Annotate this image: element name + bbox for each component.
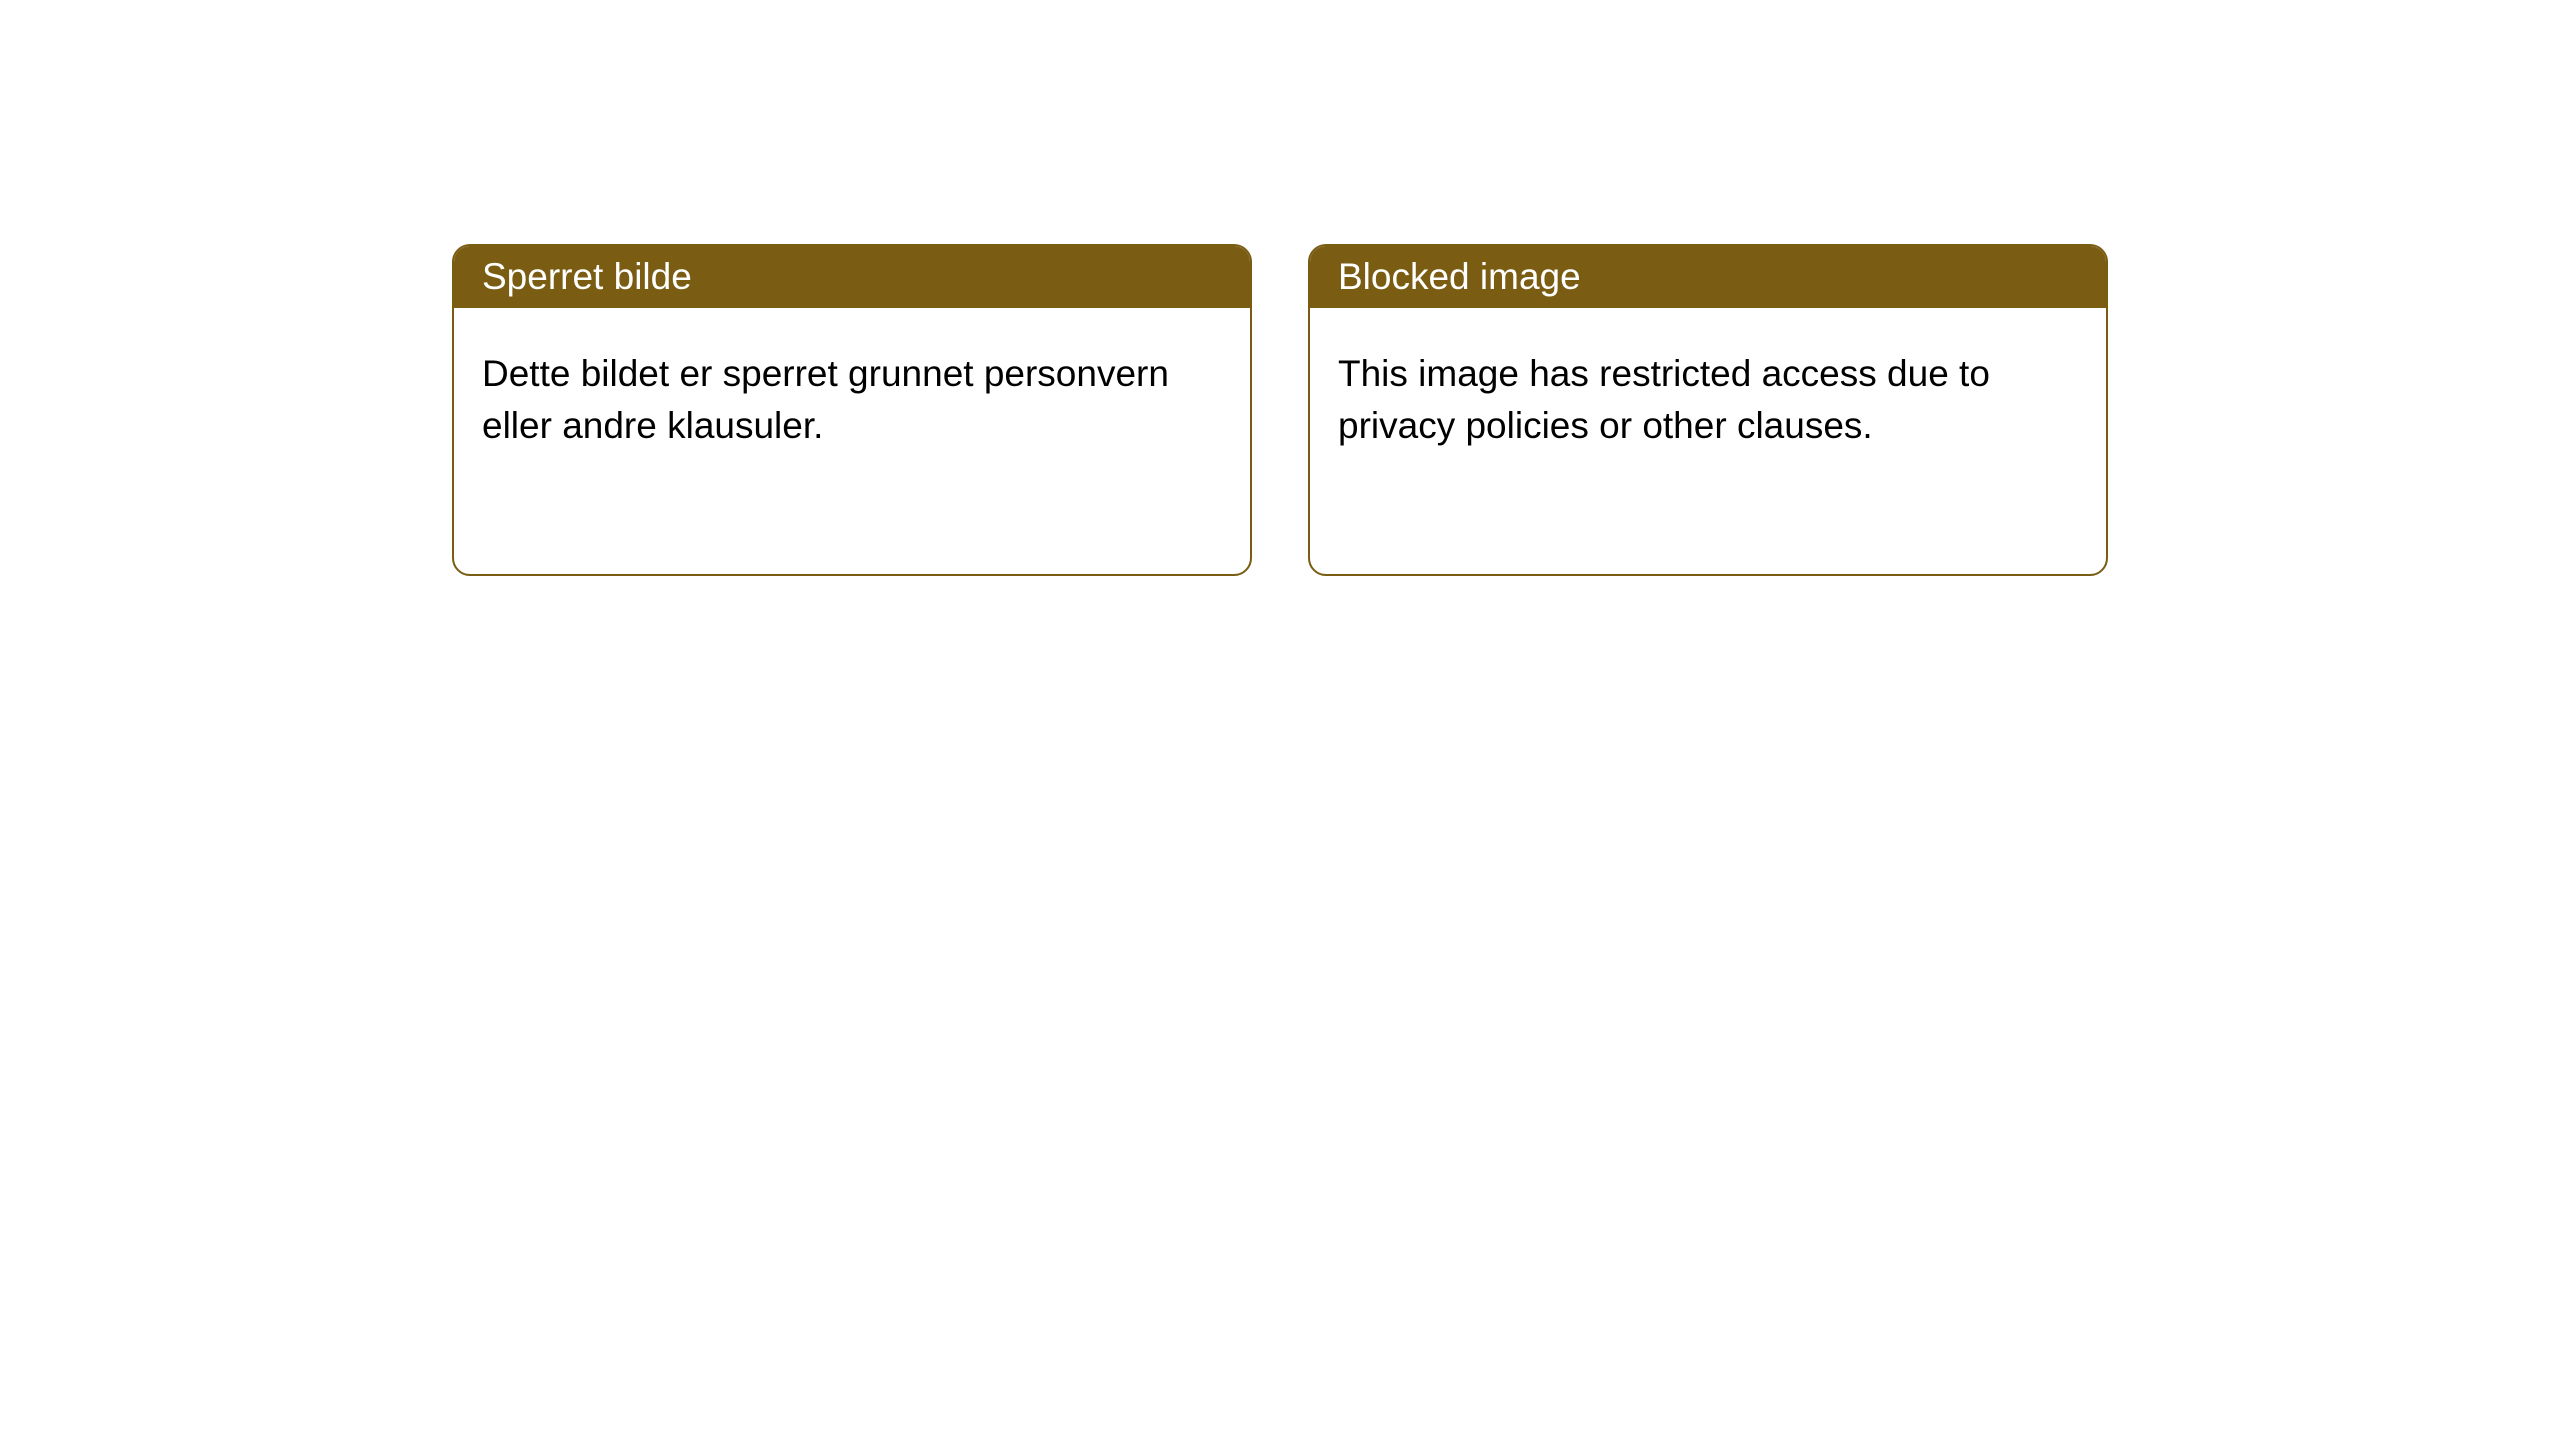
- card-body-norwegian: Dette bildet er sperret grunnet personve…: [454, 308, 1250, 492]
- card-header-english: Blocked image: [1310, 246, 2106, 308]
- cards-container: Sperret bilde Dette bildet er sperret gr…: [452, 244, 2560, 576]
- card-norwegian: Sperret bilde Dette bildet er sperret gr…: [452, 244, 1252, 576]
- card-header-norwegian: Sperret bilde: [454, 246, 1250, 308]
- card-english: Blocked image This image has restricted …: [1308, 244, 2108, 576]
- card-body-english: This image has restricted access due to …: [1310, 308, 2106, 492]
